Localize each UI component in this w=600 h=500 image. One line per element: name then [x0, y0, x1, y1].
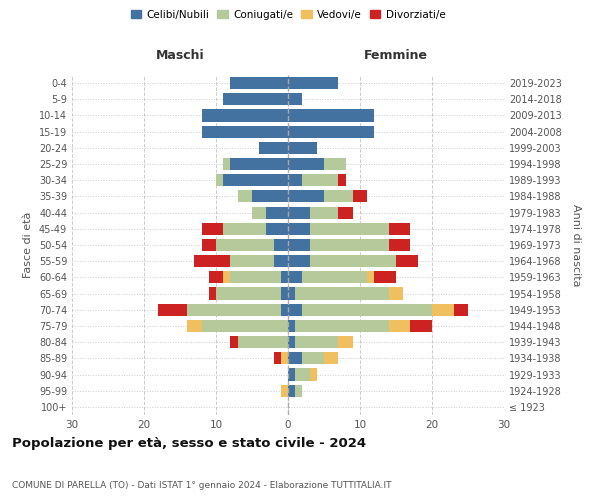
Bar: [202, 239, 216, 251]
Bar: [194, 255, 230, 268]
Bar: [223, 174, 288, 186]
Text: COMUNE DI PARELLA (TO) - Dati ISTAT 1° gennaio 2024 - Elaborazione TUTTITALIA.IT: COMUNE DI PARELLA (TO) - Dati ISTAT 1° g…: [12, 481, 392, 490]
Bar: [187, 304, 281, 316]
Bar: [389, 222, 410, 235]
Bar: [288, 336, 295, 348]
Bar: [338, 336, 353, 348]
Bar: [281, 352, 288, 364]
Bar: [202, 320, 288, 332]
Bar: [266, 206, 288, 218]
Bar: [410, 320, 432, 332]
Bar: [295, 336, 338, 348]
Bar: [389, 239, 410, 251]
Bar: [295, 368, 310, 380]
Bar: [310, 255, 396, 268]
Bar: [389, 288, 403, 300]
Bar: [281, 288, 288, 300]
Text: Femmine: Femmine: [364, 50, 428, 62]
Bar: [288, 206, 310, 218]
Bar: [202, 222, 223, 235]
Bar: [223, 158, 230, 170]
Bar: [374, 272, 396, 283]
Bar: [223, 93, 288, 106]
Bar: [310, 368, 317, 380]
Bar: [281, 304, 288, 316]
Bar: [338, 206, 353, 218]
Bar: [396, 255, 418, 268]
Bar: [288, 142, 317, 154]
Bar: [302, 304, 432, 316]
Y-axis label: Anni di nascita: Anni di nascita: [571, 204, 581, 286]
Bar: [187, 320, 202, 332]
Bar: [281, 272, 288, 283]
Bar: [216, 288, 281, 300]
Bar: [158, 304, 187, 316]
Bar: [288, 158, 324, 170]
Bar: [238, 336, 288, 348]
Bar: [367, 272, 374, 283]
Bar: [288, 126, 374, 138]
Legend: Celibi/Nubili, Coniugati/e, Vedovi/e, Divorziati/e: Celibi/Nubili, Coniugati/e, Vedovi/e, Di…: [127, 6, 449, 24]
Bar: [259, 142, 288, 154]
Bar: [302, 174, 338, 186]
Bar: [288, 110, 374, 122]
Bar: [202, 126, 288, 138]
Bar: [295, 288, 389, 300]
Bar: [310, 239, 389, 251]
Bar: [209, 288, 216, 300]
Bar: [338, 174, 346, 186]
Bar: [223, 272, 230, 283]
Bar: [324, 190, 353, 202]
Bar: [288, 222, 310, 235]
Bar: [288, 255, 310, 268]
Bar: [288, 368, 295, 380]
Bar: [252, 206, 266, 218]
Bar: [389, 320, 410, 332]
Bar: [274, 352, 281, 364]
Bar: [216, 174, 223, 186]
Text: Popolazione per età, sesso e stato civile - 2024: Popolazione per età, sesso e stato civil…: [12, 437, 366, 450]
Bar: [302, 272, 367, 283]
Bar: [432, 304, 454, 316]
Bar: [281, 384, 288, 397]
Bar: [230, 336, 238, 348]
Bar: [288, 93, 302, 106]
Bar: [216, 239, 274, 251]
Y-axis label: Fasce di età: Fasce di età: [23, 212, 33, 278]
Text: Maschi: Maschi: [155, 50, 205, 62]
Bar: [288, 288, 295, 300]
Bar: [238, 190, 252, 202]
Bar: [274, 255, 288, 268]
Bar: [324, 352, 338, 364]
Bar: [454, 304, 468, 316]
Bar: [288, 320, 295, 332]
Bar: [324, 158, 346, 170]
Bar: [230, 77, 288, 89]
Bar: [274, 239, 288, 251]
Bar: [230, 272, 281, 283]
Bar: [223, 222, 266, 235]
Bar: [288, 190, 324, 202]
Bar: [302, 352, 324, 364]
Bar: [288, 239, 310, 251]
Bar: [288, 352, 302, 364]
Bar: [295, 384, 302, 397]
Bar: [230, 255, 274, 268]
Bar: [266, 222, 288, 235]
Bar: [202, 110, 288, 122]
Bar: [288, 272, 302, 283]
Bar: [252, 190, 288, 202]
Bar: [209, 272, 223, 283]
Bar: [353, 190, 367, 202]
Bar: [288, 384, 295, 397]
Bar: [295, 320, 389, 332]
Bar: [310, 206, 338, 218]
Bar: [288, 77, 338, 89]
Bar: [230, 158, 288, 170]
Bar: [310, 222, 389, 235]
Bar: [288, 174, 302, 186]
Bar: [288, 304, 302, 316]
